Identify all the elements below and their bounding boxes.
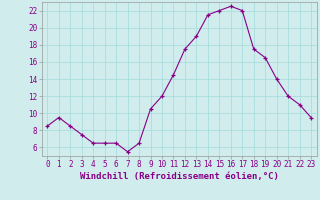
X-axis label: Windchill (Refroidissement éolien,°C): Windchill (Refroidissement éolien,°C) bbox=[80, 172, 279, 181]
